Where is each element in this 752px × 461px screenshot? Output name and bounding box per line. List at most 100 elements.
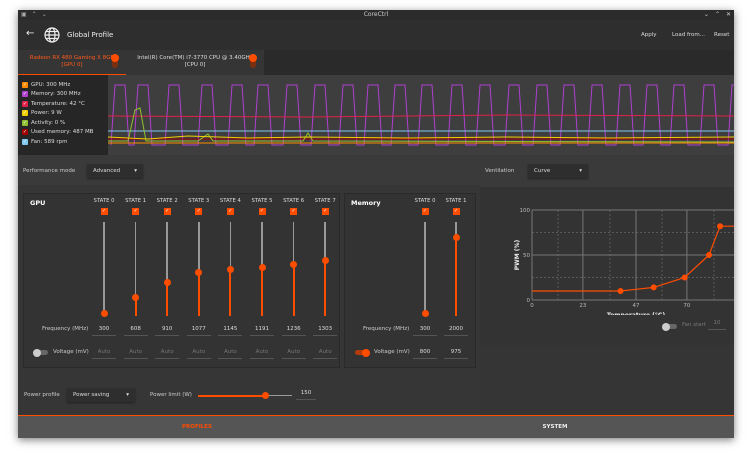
curve-point[interactable] xyxy=(681,274,688,281)
frequency-slider[interactable] xyxy=(100,222,108,317)
device-toggle[interactable] xyxy=(111,54,119,68)
legend-item[interactable]: ✓ Used memory: 487 MB xyxy=(22,128,104,138)
power-profile-select[interactable]: Power saving xyxy=(67,388,135,402)
frequency-input[interactable]: 1077 xyxy=(186,326,211,336)
tab-cpu[interactable]: Intel(R) Core(TM) i7-3770 CPU @ 3.40GHz[… xyxy=(126,50,264,75)
gpu-voltage-toggle[interactable] xyxy=(33,348,48,357)
slider-handle[interactable] xyxy=(452,233,460,241)
checkbox-checked-icon[interactable]: ✓ xyxy=(22,129,28,136)
checkbox-checked-icon[interactable]: ✓ xyxy=(22,110,28,117)
power-limit-input[interactable]: 150 xyxy=(296,390,316,400)
slider-handle[interactable] xyxy=(290,260,298,268)
fan-start-input[interactable]: 10 xyxy=(708,320,726,330)
legend-item[interactable]: ✓ Temperature: 42 °C xyxy=(22,99,104,109)
voltage-input[interactable]: Auto xyxy=(123,349,148,359)
frequency-slider[interactable] xyxy=(290,222,298,316)
tab-label: Radeon RX 480 Gaming X 8GB xyxy=(29,55,115,61)
frequency-input[interactable]: 1145 xyxy=(218,326,243,336)
apply-button[interactable]: Apply xyxy=(641,32,657,38)
checkbox-checked-icon[interactable]: ✓ xyxy=(22,119,28,126)
fan-start-toggle[interactable] xyxy=(662,322,677,331)
power-limit-label: Power limit (W) xyxy=(150,392,192,398)
curve-point[interactable] xyxy=(617,288,624,294)
curve-point[interactable] xyxy=(650,284,657,291)
legend-item[interactable]: ✓ Fan: 589 rpm xyxy=(22,137,104,147)
state-enabled-checkbox[interactable]: ✓ xyxy=(132,208,140,215)
frequency-input[interactable]: 2000 xyxy=(444,326,468,336)
state-enabled-checkbox[interactable]: ✓ xyxy=(290,208,298,215)
state-enabled-checkbox[interactable]: ✓ xyxy=(258,208,266,215)
reset-button[interactable]: Reset xyxy=(714,32,730,38)
tab-gpu[interactable]: Radeon RX 480 Gaming X 8GB [GPU 0] xyxy=(18,50,126,75)
slider-handle[interactable] xyxy=(258,263,266,271)
bottom-tabs: PROFILES SYSTEM xyxy=(18,415,734,438)
header: ← Global Profile Apply Load from... Rese… xyxy=(18,20,734,50)
voltage-input[interactable]: Auto xyxy=(313,349,338,359)
voltage-input[interactable]: 800 xyxy=(413,349,437,359)
state-enabled-checkbox[interactable]: ✓ xyxy=(421,208,429,215)
voltage-input[interactable]: Auto xyxy=(218,349,243,359)
frequency-input[interactable]: 1303 xyxy=(313,326,338,336)
keep-above-icon[interactable]: ⌃ xyxy=(31,11,37,18)
state-enabled-checkbox[interactable]: ✓ xyxy=(163,208,171,215)
checkbox-checked-icon[interactable]: ✓ xyxy=(22,100,28,107)
voltage-input[interactable]: Auto xyxy=(155,349,180,359)
slider-handle[interactable] xyxy=(132,293,140,301)
frequency-input[interactable]: 1236 xyxy=(281,326,306,336)
frequency-slider[interactable] xyxy=(226,222,234,316)
checkbox-checked-icon[interactable]: ✓ xyxy=(22,138,28,145)
tab-system[interactable]: SYSTEM xyxy=(542,424,568,430)
tab-profiles[interactable]: PROFILES xyxy=(182,424,212,430)
state-enabled-checkbox[interactable]: ✓ xyxy=(100,208,108,215)
slider-handle[interactable] xyxy=(421,309,429,317)
ventilation-mode-select[interactable]: Curve xyxy=(528,164,588,178)
back-arrow-icon[interactable]: ← xyxy=(26,28,35,39)
state-enabled-checkbox[interactable]: ✓ xyxy=(226,208,234,215)
slider-handle[interactable] xyxy=(195,269,203,277)
state-enabled-checkbox[interactable]: ✓ xyxy=(452,208,460,215)
minimize-icon[interactable]: ⌄ xyxy=(703,11,709,18)
fan-curve-chart[interactable]: 023477094050100Temperature (°C)PWM (%) xyxy=(480,190,734,315)
frequency-slider[interactable] xyxy=(421,222,429,317)
state-enabled-checkbox[interactable]: ✓ xyxy=(195,208,203,215)
frequency-input[interactable]: 910 xyxy=(155,326,180,336)
voltage-input[interactable]: Auto xyxy=(92,349,116,359)
slider-handle[interactable] xyxy=(321,257,329,265)
frequency-input[interactable]: 300 xyxy=(92,326,116,336)
frequency-input[interactable]: 1191 xyxy=(250,326,274,336)
frequency-slider[interactable] xyxy=(195,222,203,316)
close-icon[interactable]: ✕ xyxy=(725,11,731,18)
power-limit-slider[interactable] xyxy=(198,392,292,399)
curve-point[interactable] xyxy=(706,252,713,258)
frequency-slider[interactable] xyxy=(132,222,140,316)
curve-point[interactable] xyxy=(717,223,724,230)
checkbox-checked-icon[interactable]: ✓ xyxy=(22,81,28,88)
performance-mode-select[interactable]: Advanced xyxy=(87,164,143,178)
frequency-slider[interactable] xyxy=(452,222,460,316)
slider-handle[interactable] xyxy=(226,265,234,273)
shade-icon[interactable]: ⌄ xyxy=(41,11,47,18)
legend-item[interactable]: ✓ Power: 9 W xyxy=(22,109,104,119)
sensor-monitor: ✓ GPU: 300 MHz ✓ Memory: 300 MHz ✓ Temperatur… xyxy=(18,75,734,155)
state-enabled-checkbox[interactable]: ✓ xyxy=(321,208,329,215)
memory-voltage-toggle[interactable] xyxy=(355,348,370,357)
frequency-slider[interactable] xyxy=(321,222,329,316)
legend-item[interactable]: ✓ Activity: 0 % xyxy=(22,118,104,128)
maximize-icon[interactable]: ⌃ xyxy=(714,11,720,18)
frequency-input[interactable]: 608 xyxy=(123,326,148,336)
voltage-input[interactable]: Auto xyxy=(186,349,211,359)
voltage-input[interactable]: 975 xyxy=(444,349,468,359)
load-from-button[interactable]: Load from... xyxy=(672,32,705,38)
legend-item[interactable]: ✓ GPU: 300 MHz xyxy=(22,80,104,90)
power-limit-handle[interactable] xyxy=(262,392,270,399)
frequency-slider[interactable] xyxy=(163,222,171,316)
checkbox-checked-icon[interactable]: ✓ xyxy=(22,91,28,98)
frequency-input[interactable]: 300 xyxy=(413,326,437,336)
voltage-input[interactable]: Auto xyxy=(281,349,306,359)
device-toggle[interactable] xyxy=(249,54,257,68)
frequency-slider[interactable] xyxy=(258,222,266,316)
slider-handle[interactable] xyxy=(163,278,171,286)
voltage-input[interactable]: Auto xyxy=(250,349,274,359)
slider-handle[interactable] xyxy=(100,309,108,317)
legend-item[interactable]: ✓ Memory: 300 MHz xyxy=(22,90,104,100)
